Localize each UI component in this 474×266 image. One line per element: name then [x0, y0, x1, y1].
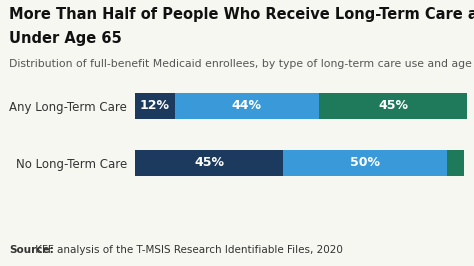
Bar [174, 93, 319, 119]
Text: Source:: Source: [9, 245, 54, 255]
Text: 45%: 45% [194, 156, 224, 169]
Bar [319, 93, 467, 119]
Text: Under Age 65: Under Age 65 [9, 31, 122, 45]
Bar [447, 150, 464, 176]
Text: 45%: 45% [378, 99, 408, 112]
Text: KFF analysis of the T-MSIS Research Identifiable Files, 2020: KFF analysis of the T-MSIS Research Iden… [32, 245, 343, 255]
Text: 12%: 12% [140, 99, 170, 112]
Legend: 0-18 years, 19 - 64 years, 65+ years: 0-18 years, 19 - 64 years, 65+ years [9, 0, 278, 1]
Text: 50%: 50% [350, 156, 380, 169]
Bar [135, 93, 174, 119]
Text: Distribution of full-benefit Medicaid enrollees, by type of long-term care use a: Distribution of full-benefit Medicaid en… [9, 59, 473, 69]
Bar [135, 150, 283, 176]
Bar [283, 150, 447, 176]
Text: More Than Half of People Who Receive Long-Term Care are: More Than Half of People Who Receive Lon… [9, 7, 474, 22]
Text: 44%: 44% [232, 99, 262, 112]
